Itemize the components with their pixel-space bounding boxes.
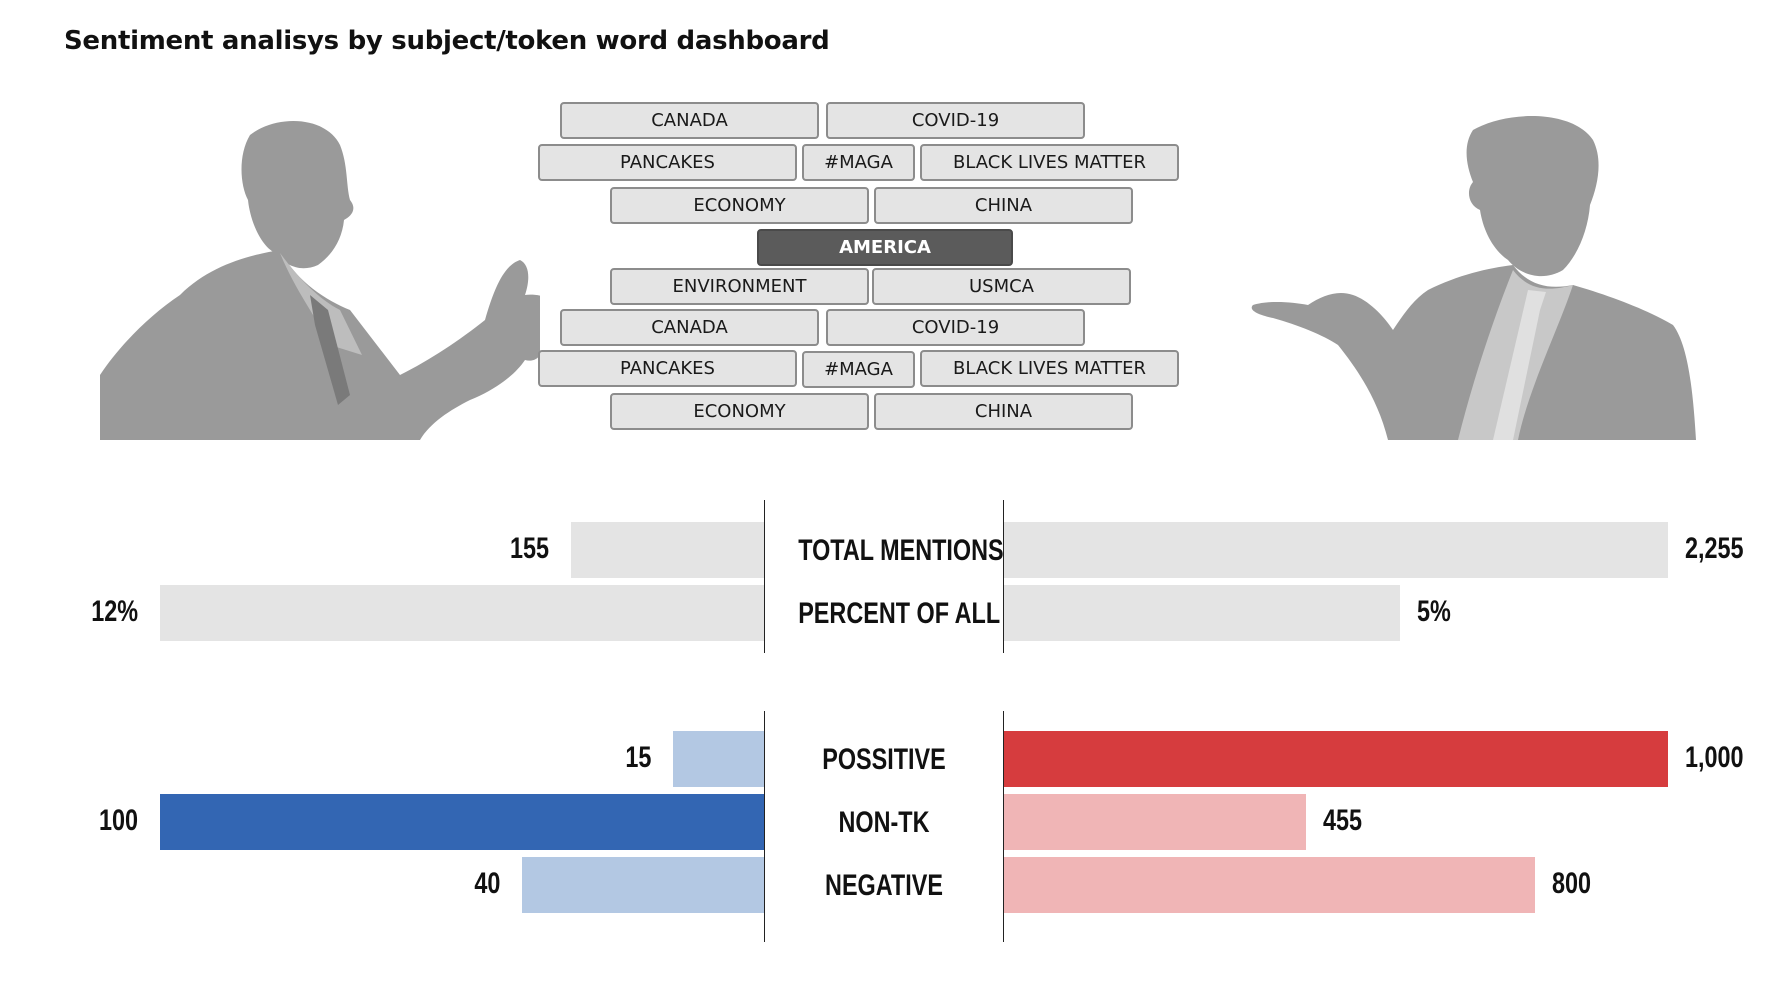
token-maga[interactable]: #MAGA [802,144,915,181]
bar-right-total-mentions [1004,522,1668,578]
value-right-total-mentions: 2,255 [1685,532,1744,565]
bar-left-negative [522,857,764,913]
token-canada[interactable]: CANADA [560,102,819,139]
token-black-lives-matter[interactable]: BLACK LIVES MATTER [920,144,1179,181]
value-left-negative: 40 [474,867,501,900]
token-pancakes[interactable]: PANCAKES [538,350,797,387]
token-black-lives-matter[interactable]: BLACK LIVES MATTER [920,350,1179,387]
token-china[interactable]: CHINA [874,393,1133,430]
value-right-possitive: 1,000 [1685,741,1744,774]
token-canada[interactable]: CANADA [560,309,819,346]
token-maga[interactable]: #MAGA [802,351,915,388]
token-china[interactable]: CHINA [874,187,1133,224]
value-left-percent-of-all: 12% [91,595,138,628]
token-america[interactable]: AMERICA [757,229,1013,266]
value-left-non-tk: 100 [98,804,138,837]
left-axis-line [764,500,765,653]
category-label-total-mentions: TOTAL MENTIONS [797,534,1004,567]
value-left-total-mentions: 155 [509,532,549,565]
token-economy[interactable]: ECONOMY [610,393,869,430]
value-left-possitive: 15 [625,741,652,774]
left-axis-line [764,711,765,942]
pointing-man-silhouette-icon [1251,116,1696,440]
speaking-man-silhouette-icon [100,121,540,440]
category-label-possitive: POSSITIVE [821,743,946,776]
bar-left-non-tk [160,794,764,850]
category-label-non-tk: NON-TK [838,806,929,839]
bar-right-non-tk [1004,794,1307,850]
token-environment[interactable]: ENVIRONMENT [610,268,869,305]
bar-left-possitive [673,731,764,787]
category-label-negative: NEGATIVE [824,869,943,902]
token-pancakes[interactable]: PANCAKES [538,144,797,181]
token-economy[interactable]: ECONOMY [610,187,869,224]
token-covid-19[interactable]: COVID-19 [826,309,1085,346]
token-usmca[interactable]: USMCA [872,268,1131,305]
bar-right-percent-of-all [1004,585,1400,641]
right-axis-line [1003,711,1004,942]
value-right-percent-of-all: 5% [1417,595,1451,628]
right-axis-line [1003,500,1004,653]
bar-right-negative [1004,857,1536,913]
page-title: Sentiment analisys by subject/token word… [64,26,830,56]
value-right-non-tk: 455 [1323,804,1363,837]
bar-left-percent-of-all [160,585,764,641]
category-label-percent-of-all: PERCENT OF ALL [797,597,1000,630]
value-right-negative: 800 [1552,867,1592,900]
bar-right-possitive [1004,731,1668,787]
bar-left-total-mentions [571,522,764,578]
token-covid-19[interactable]: COVID-19 [826,102,1085,139]
